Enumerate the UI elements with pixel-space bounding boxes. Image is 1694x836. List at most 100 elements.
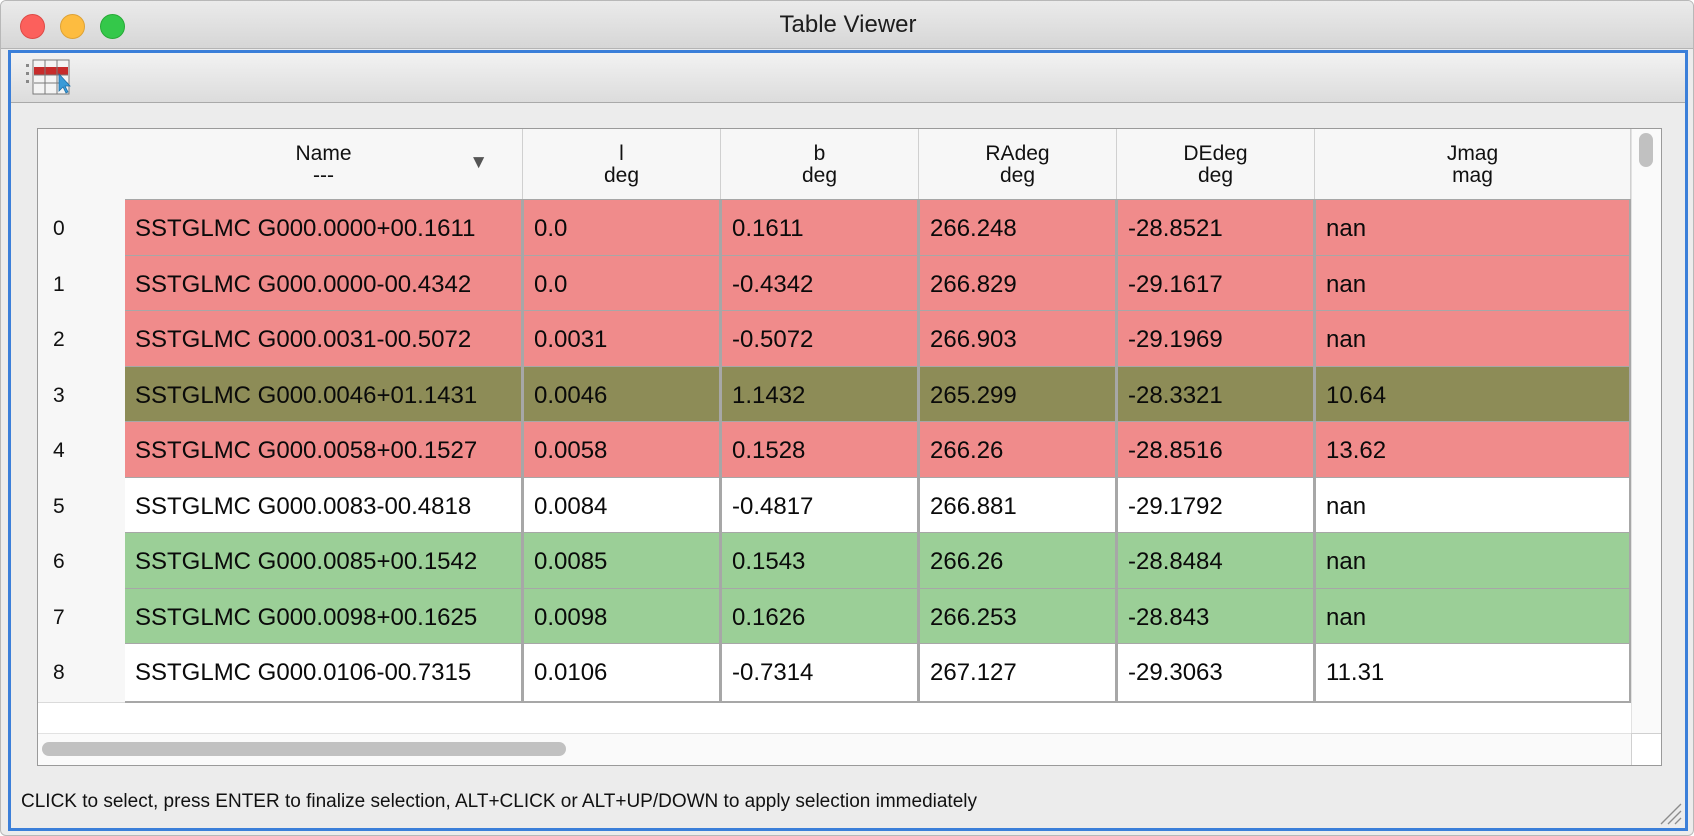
table-row[interactable]: 5 SSTGLMC G000.0083-00.4818 0.0084 -0.4817 2… — [38, 477, 1631, 537]
column-header[interactable]: DEdeg deg — [1117, 129, 1315, 202]
table-cell[interactable]: -28.8484 — [1117, 532, 1315, 592]
row-index[interactable]: 8 — [38, 643, 131, 703]
column-header[interactable]: Name --- ▼ — [125, 129, 523, 202]
column-header-unit: mag — [1452, 164, 1493, 187]
row-index[interactable]: 2 — [38, 310, 131, 370]
table-cell[interactable]: SSTGLMC G000.0106-00.7315 — [125, 643, 523, 703]
column-header-unit: deg — [999, 164, 1036, 187]
row-index[interactable]: 4 — [38, 421, 131, 481]
table-cell[interactable]: 0.0058 — [523, 421, 721, 481]
table-cell[interactable]: nan — [1315, 255, 1631, 315]
maximize-window-button[interactable] — [100, 14, 125, 39]
table-cell[interactable]: 0.0 — [523, 255, 721, 315]
table-cell[interactable]: 0.0 — [523, 199, 721, 259]
table-cell[interactable]: nan — [1315, 588, 1631, 648]
table-cell[interactable]: 266.248 — [919, 199, 1117, 259]
table-cell[interactable]: 11.31 — [1315, 643, 1631, 703]
table-cell[interactable]: nan — [1315, 199, 1631, 259]
vertical-scrollbar[interactable] — [1631, 129, 1661, 733]
table-select-button[interactable] — [26, 58, 71, 98]
table-cell[interactable]: -0.7314 — [721, 643, 919, 703]
table-row[interactable]: 8 SSTGLMC G000.0106-00.7315 0.0106 -0.7314 2… — [38, 643, 1631, 703]
data-table[interactable]: Name --- ▼ l deg b deg RAdeg deg DEdeg deg Jmag mag … — [37, 128, 1662, 766]
table-cell[interactable]: nan — [1315, 310, 1631, 370]
table-cell[interactable]: 266.903 — [919, 310, 1117, 370]
column-header-name: Jmag — [1446, 142, 1499, 165]
row-index[interactable]: 3 — [38, 366, 131, 426]
resize-grip-icon[interactable] — [1657, 800, 1683, 826]
table-cell[interactable]: 0.0085 — [523, 532, 721, 592]
vertical-scroll-thumb[interactable] — [1639, 133, 1653, 167]
table-cell[interactable]: SSTGLMC G000.0000-00.4342 — [125, 255, 523, 315]
column-header[interactable]: l deg — [523, 129, 721, 202]
title-bar[interactable]: Table Viewer — [1, 1, 1693, 49]
row-index[interactable]: 7 — [38, 588, 131, 648]
table-cell[interactable]: 0.0106 — [523, 643, 721, 703]
table-cell[interactable]: 10.64 — [1315, 366, 1631, 426]
row-index[interactable]: 6 — [38, 532, 131, 592]
table-cell[interactable]: nan — [1315, 477, 1631, 537]
table-cell[interactable]: SSTGLMC G000.0058+00.1527 — [125, 421, 523, 481]
table-cell[interactable]: SSTGLMC G000.0085+00.1542 — [125, 532, 523, 592]
column-header[interactable]: RAdeg deg — [919, 129, 1117, 202]
table-cell[interactable]: 266.881 — [919, 477, 1117, 537]
table-cell[interactable]: -28.3321 — [1117, 366, 1315, 426]
table-cell[interactable]: -29.1792 — [1117, 477, 1315, 537]
table-cell[interactable]: 266.26 — [919, 421, 1117, 481]
table-cell[interactable]: -28.8516 — [1117, 421, 1315, 481]
table-cell[interactable]: -0.4342 — [721, 255, 919, 315]
column-header-name: l — [619, 142, 624, 165]
table-cell[interactable]: 0.0084 — [523, 477, 721, 537]
table-cell[interactable]: 266.829 — [919, 255, 1117, 315]
table-cell[interactable]: -0.4817 — [721, 477, 919, 537]
table-cell[interactable]: 1.1432 — [721, 366, 919, 426]
table-cell[interactable]: 13.62 — [1315, 421, 1631, 481]
horizontal-scroll-thumb[interactable] — [42, 742, 566, 756]
column-header-name: DEdeg — [1183, 142, 1248, 165]
table-cell[interactable]: -29.1969 — [1117, 310, 1315, 370]
table-cell[interactable]: 0.0031 — [523, 310, 721, 370]
table-cell[interactable]: 0.0046 — [523, 366, 721, 426]
row-index[interactable]: 5 — [38, 477, 131, 537]
column-header-unit: --- — [313, 164, 334, 187]
table-cell[interactable]: -28.843 — [1117, 588, 1315, 648]
row-index[interactable]: 1 — [38, 255, 131, 315]
table-cell[interactable]: nan — [1315, 532, 1631, 592]
sort-descending-icon[interactable]: ▼ — [469, 152, 488, 173]
status-text: CLICK to select, press ENTER to finalize… — [21, 791, 978, 812]
table-cell[interactable]: SSTGLMC G000.0083-00.4818 — [125, 477, 523, 537]
column-header-unit: deg — [801, 164, 838, 187]
table-row[interactable]: 7 SSTGLMC G000.0098+00.1625 0.0098 0.1626 26… — [38, 588, 1631, 648]
table-cell[interactable]: 0.1543 — [721, 532, 919, 592]
table-cell[interactable]: -29.3063 — [1117, 643, 1315, 703]
table-cell[interactable]: SSTGLMC G000.0098+00.1625 — [125, 588, 523, 648]
column-header[interactable]: Jmag mag — [1315, 129, 1631, 202]
table-cell[interactable]: -0.5072 — [721, 310, 919, 370]
toolbar — [11, 53, 1685, 103]
column-header[interactable]: b deg — [721, 129, 919, 202]
table-row[interactable]: 2 SSTGLMC G000.0031-00.5072 0.0031 -0.5072 2… — [38, 310, 1631, 370]
table-cell[interactable]: 265.299 — [919, 366, 1117, 426]
table-row[interactable]: 3 SSTGLMC G000.0046+01.1431 0.0046 1.1432 26… — [38, 366, 1631, 426]
table-row[interactable]: 1 SSTGLMC G000.0000-00.4342 0.0 -0.4342 266.… — [38, 255, 1631, 315]
minimize-window-button[interactable] — [60, 14, 85, 39]
row-index[interactable]: 0 — [38, 199, 131, 259]
table-cell[interactable]: 266.253 — [919, 588, 1117, 648]
table-cell[interactable]: 0.1611 — [721, 199, 919, 259]
table-cell[interactable]: 267.127 — [919, 643, 1117, 703]
table-row[interactable]: 4 SSTGLMC G000.0058+00.1527 0.0058 0.1528 26… — [38, 421, 1631, 481]
table-cell[interactable]: -29.1617 — [1117, 255, 1315, 315]
table-cell[interactable]: 0.1528 — [721, 421, 919, 481]
table-cell[interactable]: 0.0098 — [523, 588, 721, 648]
table-cell[interactable]: 266.26 — [919, 532, 1117, 592]
table-row[interactable]: 0 SSTGLMC G000.0000+00.1611 0.0 0.1611 266.2… — [38, 199, 1631, 259]
table-cell[interactable]: SSTGLMC G000.0000+00.1611 — [125, 199, 523, 259]
table-cell[interactable]: 0.1626 — [721, 588, 919, 648]
table-cell[interactable]: SSTGLMC G000.0046+01.1431 — [125, 366, 523, 426]
horizontal-scrollbar[interactable] — [38, 733, 1631, 765]
table-cell[interactable]: -28.8521 — [1117, 199, 1315, 259]
table-row[interactable]: 6 SSTGLMC G000.0085+00.1542 0.0085 0.1543 26… — [38, 532, 1631, 592]
column-header-name: RAdeg — [985, 142, 1050, 165]
close-window-button[interactable] — [20, 14, 45, 39]
table-cell[interactable]: SSTGLMC G000.0031-00.5072 — [125, 310, 523, 370]
